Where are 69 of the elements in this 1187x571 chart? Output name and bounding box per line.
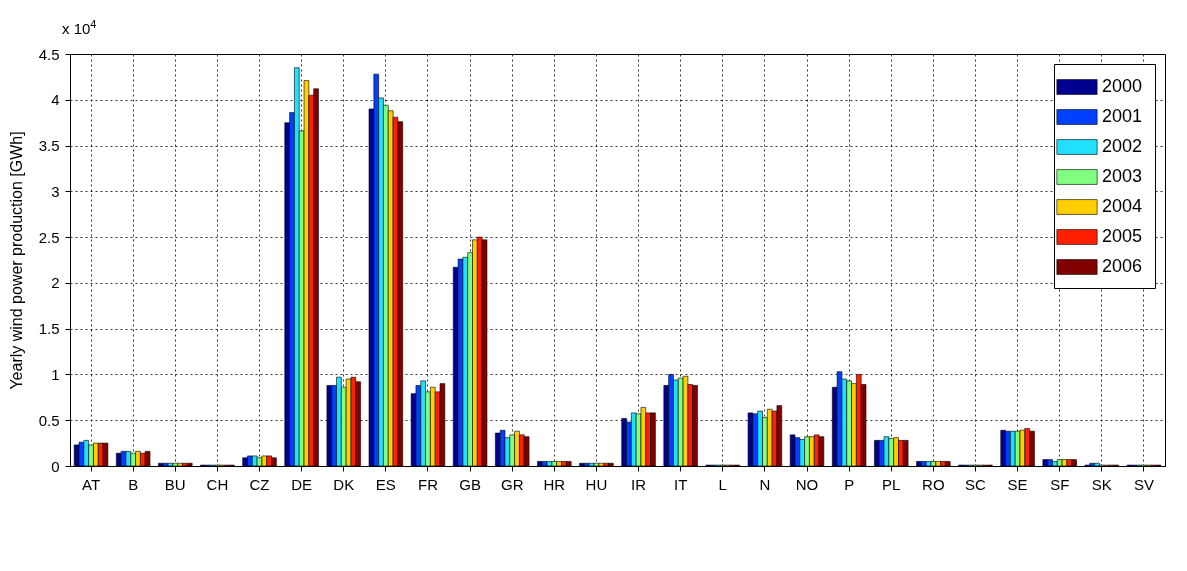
x-tick-label: P [844, 475, 855, 493]
bar [925, 461, 932, 467]
x-tick-label: GR [500, 475, 524, 493]
x-tick-label: HU [585, 475, 608, 493]
x-tick-label: RO [922, 475, 945, 493]
legend-label: 2004 [1102, 196, 1143, 216]
x-tick-label: NO [795, 475, 819, 493]
x-tick-label: N [759, 475, 771, 493]
bar [902, 440, 909, 467]
legend-label: 2005 [1102, 226, 1143, 246]
x-tick-label: DK [333, 475, 355, 493]
bar [523, 436, 530, 467]
bar [874, 440, 880, 467]
y-tick-label: 0 [51, 457, 60, 475]
x-tick-label: CZ [249, 475, 270, 493]
x-tick-label: L [718, 475, 727, 493]
x-tick-label: BU [164, 475, 186, 493]
x-tick-label: SE [1007, 475, 1028, 493]
bar [916, 461, 922, 467]
x-tick-label: SV [1133, 475, 1154, 493]
x-tick-label: SC [965, 475, 987, 493]
bar [794, 437, 801, 467]
legend-label: 2001 [1102, 106, 1143, 126]
x-tick-label: FR [417, 475, 439, 493]
bar [579, 462, 585, 467]
bar [167, 462, 174, 467]
x-tick-label: ES [375, 475, 396, 493]
x-tick-label: SK [1091, 475, 1112, 493]
x-tick-label: GB [459, 475, 481, 493]
legend-label: 2003 [1102, 166, 1143, 186]
bar [78, 441, 85, 467]
bar [242, 457, 248, 467]
x-tick-label: B [128, 475, 139, 493]
y-tick-label: 3 [51, 182, 60, 200]
text: x 10$^{4}$ [62, 18, 97, 37]
y-tick-label: 1.5 [38, 320, 60, 338]
bar [818, 436, 825, 467]
y-tick-label: 3.5 [38, 137, 60, 155]
bar [350, 376, 357, 467]
x-tick-label: SF [1050, 475, 1070, 493]
x-tick-label: PL [882, 475, 901, 493]
x-tick-label: AT [82, 475, 101, 493]
bar [883, 436, 890, 467]
y-tick-label: 2.5 [38, 228, 60, 246]
bar [537, 461, 543, 467]
x-tick-label: HR [543, 475, 566, 493]
y-tick-label: 0.5 [38, 411, 60, 429]
y-tick-label: 4 [51, 91, 60, 109]
y-tick-label: 4.5 [38, 45, 60, 63]
legend-label: 2000 [1102, 76, 1143, 96]
legend-label: 2006 [1102, 256, 1143, 276]
y-tick-label: 2 [51, 274, 60, 292]
bar [546, 461, 553, 467]
bar [836, 371, 843, 467]
y-axis-title: Yearly wind power production [GWh] [7, 131, 25, 390]
bar [326, 385, 333, 467]
bar [144, 451, 151, 467]
bar [1000, 429, 1006, 467]
bar [120, 451, 127, 467]
bar [158, 462, 164, 467]
x-tick-label: CH [206, 475, 229, 493]
y-tick-label: 1 [51, 365, 60, 383]
bar [102, 442, 109, 467]
x-tick-label: DE [291, 475, 313, 493]
bar [1061, 459, 1068, 467]
legend-label: 2002 [1102, 136, 1143, 156]
x-tick-label: IR [631, 475, 647, 493]
x-tick-label: IT [674, 475, 688, 493]
bar [457, 258, 464, 467]
